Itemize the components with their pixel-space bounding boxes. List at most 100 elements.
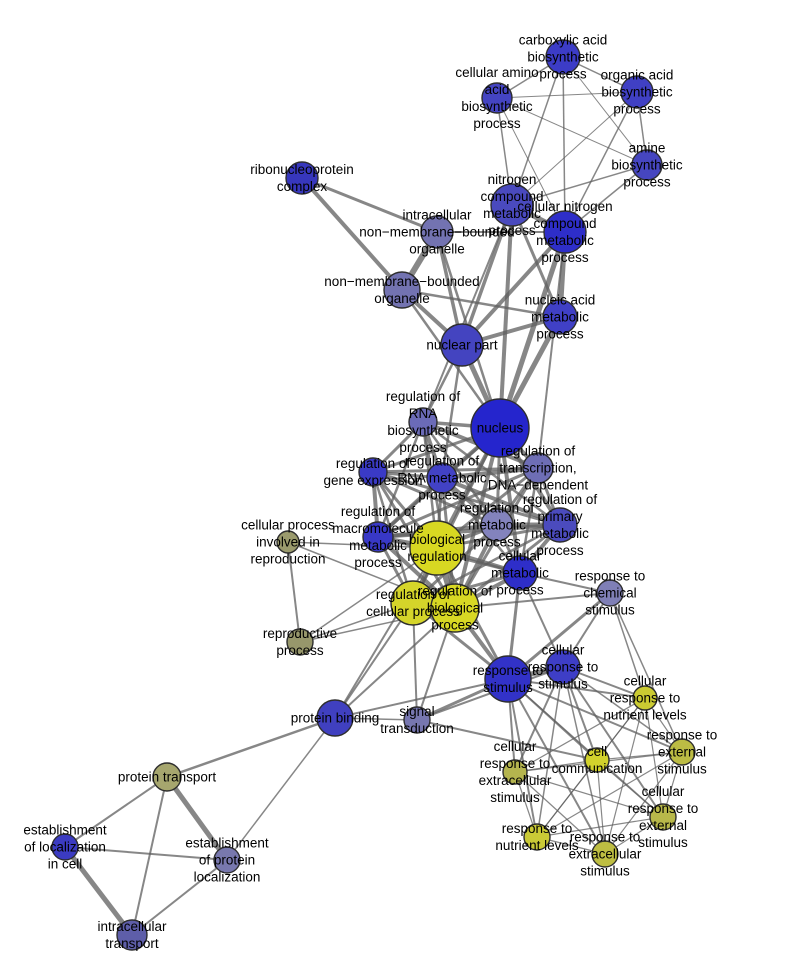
edge-organic-acid-biosynthetic-process--nitrogen-compound-metabolic-process[interactable] <box>511 91 638 206</box>
node-nucleic-acid-metabolic-process[interactable] <box>542 299 578 335</box>
edge-cellular-response-to-external-stimulus--response-to-nutrient-levels[interactable] <box>536 816 664 838</box>
edge-nitrogen-compound-metabolic-process--regulation-of-rna-biosynthetic-process[interactable] <box>422 204 513 423</box>
node-response-to-chemical-stimulus[interactable] <box>596 579 624 607</box>
edge-response-to-chemical-stimulus--response-to-external-stimulus[interactable] <box>609 592 683 753</box>
edge-regulation-of-rna-metabolic-process--regulation-of-primary-metabolic-process[interactable] <box>441 476 561 527</box>
edge-protein-binding--establishment-of-protein-localization[interactable] <box>226 717 336 861</box>
node-cellular-metabolic-process[interactable] <box>502 555 538 591</box>
edge-regulation-of-biological-process--protein-binding[interactable] <box>334 607 456 719</box>
edge-cellular-response-to-stimulus--cellular-response-to-external-stimulus[interactable] <box>562 666 664 818</box>
node-response-to-extracellular-stimulus[interactable] <box>591 840 619 868</box>
node-response-to-stimulus[interactable] <box>484 655 532 703</box>
edge-response-to-chemical-stimulus--cellular-response-to-nutrient-levels[interactable] <box>609 592 646 699</box>
node-reproductive-process[interactable] <box>286 628 314 656</box>
edge-cellular-response-to-stimulus--response-to-external-stimulus[interactable] <box>562 666 683 753</box>
edge-nuclear-part--regulation-of-rna-metabolic-process[interactable] <box>440 344 464 479</box>
node-response-to-external-stimulus[interactable] <box>668 738 696 766</box>
node-cellular-response-to-stimulus[interactable] <box>545 649 581 685</box>
node-response-to-nutrient-levels[interactable] <box>523 823 551 851</box>
edge-cellular-response-to-stimulus--cellular-response-to-extracellular-stimulus[interactable] <box>514 666 564 773</box>
node-regulation-of-biological-process[interactable] <box>430 583 480 633</box>
node-nucleus[interactable] <box>470 398 530 458</box>
node-regulation-of-rna-metabolic-process[interactable] <box>426 462 458 494</box>
node-cellular-nitrogen-compound-metabolic-process[interactable] <box>543 210 587 254</box>
node-regulation-of-macromolecule-metabolic-process[interactable] <box>362 521 394 553</box>
edge-cellular-response-to-extracellular-stimulus--cellular-response-to-external-stimulus[interactable] <box>514 771 664 818</box>
edge-establishment-of-protein-localization--intracellular-transport[interactable] <box>131 859 228 936</box>
edge-cell-communication--response-to-extracellular-stimulus[interactable] <box>596 759 606 855</box>
node-protein-binding[interactable] <box>316 699 354 737</box>
node-cellular-response-to-external-stimulus[interactable] <box>649 803 677 831</box>
edge-regulation-of-biological-process--response-to-chemical-stimulus[interactable] <box>454 592 611 609</box>
edge-cellular-response-to-nutrient-levels--cellular-response-to-extracellular-stimulus[interactable] <box>514 697 646 773</box>
node-organic-acid-biosynthetic-process[interactable] <box>620 75 654 109</box>
edge-response-to-external-stimulus--response-to-nutrient-levels[interactable] <box>536 751 683 838</box>
node-regulation-of-metabolic-process[interactable] <box>480 508 514 542</box>
edge-protein-transport--establishment-of-protein-localization[interactable] <box>164 775 230 862</box>
node-regulation-of-rna-biosynthetic-process[interactable] <box>408 407 438 437</box>
node-ribonucleoprotein-complex[interactable] <box>285 161 319 195</box>
edge-nitrogen-compound-metabolic-process--nucleus[interactable] <box>498 204 514 429</box>
node-protein-transport[interactable] <box>152 762 182 792</box>
edge-cellular-nitrogen-compound-metabolic-process--regulation-of-transcription-dna-dependent[interactable] <box>537 231 566 469</box>
node-cell-communication[interactable] <box>584 747 610 773</box>
node-non-membrane-bounded-organelle[interactable] <box>383 271 421 309</box>
node-regulation-of-transcription-dna-dependent[interactable] <box>522 452 554 484</box>
node-nitrogen-compound-metabolic-process[interactable] <box>490 183 534 227</box>
node-establishment-of-protein-localization[interactable] <box>213 846 241 874</box>
edge-carboxylic-acid-biosynthetic-process--amine-biosynthetic-process[interactable] <box>562 56 648 166</box>
edge-amine-biosynthetic-process--nitrogen-compound-metabolic-process[interactable] <box>511 164 648 206</box>
edge-regulation-of-gene-expression--regulation-of-metabolic-process[interactable] <box>372 470 498 527</box>
node-cellular-amino-acid-biosynthetic-process[interactable] <box>481 82 513 114</box>
edge-biological-regulation--protein-binding[interactable] <box>334 547 438 719</box>
edge-cellular-response-to-nutrient-levels--cellular-response-to-external-stimulus[interactable] <box>644 697 664 818</box>
node-cellular-process-involved-in-reproduction[interactable] <box>276 530 300 554</box>
edge-regulation-of-primary-metabolic-process--regulation-of-macromolecule-metabolic-process[interactable] <box>377 523 561 539</box>
edge-response-to-external-stimulus--response-to-extracellular-stimulus[interactable] <box>604 751 683 855</box>
node-carboxylic-acid-biosynthetic-process[interactable] <box>545 39 581 75</box>
edge-regulation-of-transcription-dna-dependent--regulation-of-rna-metabolic-process[interactable] <box>441 465 539 481</box>
edge-cell-communication--cellular-response-to-external-stimulus[interactable] <box>596 759 664 818</box>
edge-response-to-stimulus--protein-binding[interactable] <box>334 678 509 719</box>
edge-organic-acid-biosynthetic-process--cellular-nitrogen-compound-metabolic-process[interactable] <box>564 91 638 233</box>
node-establishment-of-localization-in-cell[interactable] <box>51 833 79 861</box>
edge-cellular-nitrogen-compound-metabolic-process--nucleus[interactable] <box>497 231 568 429</box>
edge-cellular-amino-acid-biosynthetic-process--amine-biosynthetic-process[interactable] <box>496 97 648 166</box>
node-cellular-response-to-extracellular-stimulus[interactable] <box>502 759 528 785</box>
edge-ribonucleoprotein-complex--intracellular-non-membrane-bounded-organelle[interactable] <box>301 176 438 234</box>
edge-protein-binding--protein-transport[interactable] <box>166 716 336 779</box>
node-amine-biosynthetic-process[interactable] <box>631 149 663 181</box>
node-regulation-of-gene-expression[interactable] <box>358 457 388 487</box>
node-regulation-of-primary-metabolic-process[interactable] <box>542 507 578 543</box>
edge-response-to-stimulus--response-to-nutrient-levels[interactable] <box>507 678 538 838</box>
node-biological-regulation[interactable] <box>409 520 465 576</box>
edge-carboxylic-acid-biosynthetic-process--cellular-nitrogen-compound-metabolic-process[interactable] <box>562 56 566 233</box>
edge-establishment-of-localization-in-cell--intracellular-transport[interactable] <box>63 845 134 937</box>
node-intracellular-non-membrane-bounded-organelle[interactable] <box>420 215 454 249</box>
edge-non-membrane-bounded-organelle--nucleic-acid-metabolic-process[interactable] <box>401 288 561 319</box>
edge-ribonucleoprotein-complex--non-membrane-bounded-organelle[interactable] <box>300 176 404 292</box>
edge-cell-communication--signal-transduction[interactable] <box>416 719 598 761</box>
edge-protein-transport--intracellular-transport[interactable] <box>131 776 168 936</box>
node-signal-transduction[interactable] <box>403 706 431 734</box>
edge-establishment-of-localization-in-cell--establishment-of-protein-localization[interactable] <box>64 846 228 861</box>
node-regulation-of-cellular-process[interactable] <box>390 580 436 626</box>
edge-nitrogen-compound-metabolic-process--nuclear-part[interactable] <box>460 204 514 346</box>
edge-cellular-process-involved-in-reproduction--reproductive-process[interactable] <box>287 541 301 643</box>
edge-carboxylic-acid-biosynthetic-process--nitrogen-compound-metabolic-process[interactable] <box>511 56 564 206</box>
edge-regulation-of-cellular-process--protein-binding[interactable] <box>334 602 414 719</box>
edge-cell-communication--response-to-nutrient-levels[interactable] <box>536 759 598 838</box>
node-intracellular-transport[interactable] <box>116 919 148 951</box>
node-cellular-response-to-nutrient-levels[interactable] <box>632 685 658 711</box>
edge-cellular-response-to-stimulus--response-to-extracellular-stimulus[interactable] <box>562 666 606 855</box>
edge-regulation-of-rna-biosynthetic-process--regulation-of-metabolic-process[interactable] <box>421 421 499 526</box>
edge-cellular-amino-acid-biosynthetic-process--cellular-nitrogen-compound-metabolic-process[interactable] <box>496 97 566 233</box>
edge-organic-acid-biosynthetic-process--cellular-amino-acid-biosynthetic-process[interactable] <box>496 91 638 99</box>
edge-cellular-response-to-extracellular-stimulus--response-to-extracellular-stimulus[interactable] <box>514 771 606 855</box>
edge-cellular-nitrogen-compound-metabolic-process--nuclear-part[interactable] <box>460 230 567 347</box>
edge-cellular-response-to-nutrient-levels--response-to-extracellular-stimulus[interactable] <box>604 697 646 855</box>
edge-protein-transport--establishment-of-localization-in-cell[interactable] <box>64 776 168 848</box>
node-nuclear-part[interactable] <box>440 323 484 367</box>
